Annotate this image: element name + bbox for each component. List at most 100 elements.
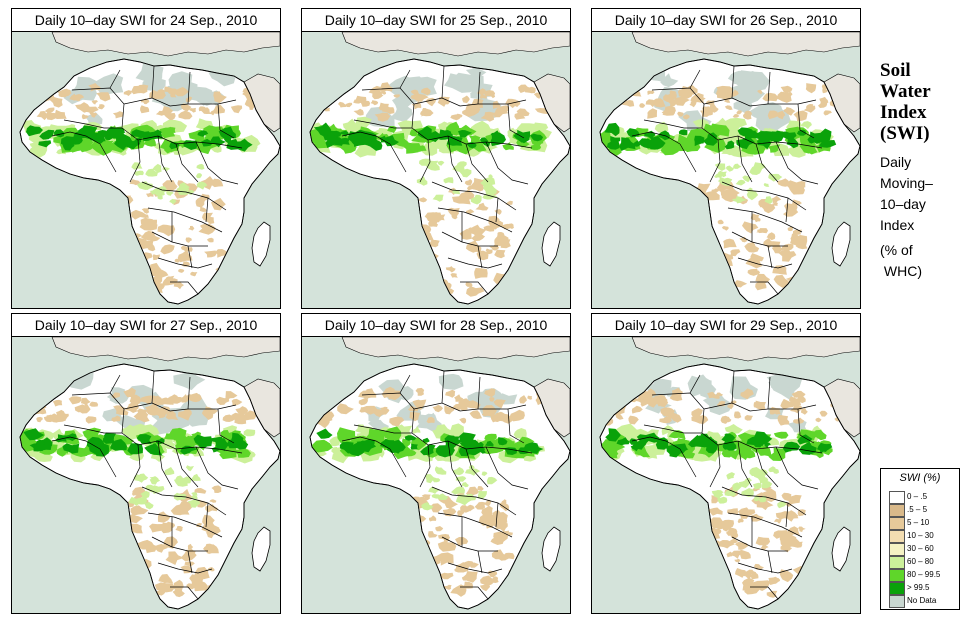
dry-patch — [146, 219, 153, 224]
moist-patch — [461, 482, 469, 488]
dry-patch — [199, 206, 207, 212]
dry-patch — [714, 528, 722, 535]
dry-patch — [358, 398, 369, 406]
saturated-patch — [104, 134, 114, 141]
dry-patch — [771, 245, 785, 254]
dry-patch — [466, 286, 485, 297]
saturated-patch — [703, 132, 718, 146]
dry-patch — [380, 90, 386, 95]
legend-item: 0 – .5 — [889, 491, 955, 504]
dry-patch — [163, 112, 176, 121]
swi-title-line: Index — [880, 102, 927, 123]
dry-patch — [724, 105, 733, 110]
saturated-patch — [38, 140, 52, 148]
dry-patch — [445, 389, 456, 398]
saturated-patch — [210, 436, 223, 445]
moist-patch — [713, 492, 724, 499]
dry-patch — [359, 407, 369, 413]
dry-patch — [742, 577, 755, 591]
swi-title-line: (SWI) — [880, 123, 930, 144]
dry-patch — [437, 541, 457, 552]
dry-patch — [674, 95, 690, 106]
dry-patch — [72, 94, 85, 102]
dry-patch — [215, 249, 228, 258]
dry-patch — [726, 527, 738, 536]
dry-patch — [472, 184, 484, 192]
wet-patch — [382, 426, 402, 444]
moist-patch — [481, 471, 488, 476]
country-border — [187, 71, 191, 105]
no-data-patch — [749, 106, 767, 119]
moist-patch — [354, 116, 372, 132]
moist-patch — [513, 428, 527, 439]
dry-patch — [195, 196, 207, 208]
dry-patch — [353, 108, 364, 116]
swi-unit: (% of WHC) — [880, 240, 922, 282]
country-border — [460, 586, 489, 600]
dry-patch — [466, 240, 482, 253]
dry-patch — [485, 248, 493, 255]
dry-patch — [187, 392, 202, 403]
dry-patch — [444, 499, 458, 509]
saturated-patch — [616, 437, 630, 446]
dry-patch — [430, 503, 443, 513]
country-border — [731, 65, 735, 99]
dry-patch — [459, 417, 467, 424]
dry-patch — [509, 409, 525, 422]
dry-patch — [213, 91, 227, 104]
dry-patch — [36, 111, 51, 121]
no-data-patch — [702, 392, 733, 416]
dry-patch — [756, 499, 774, 511]
dry-patch — [451, 212, 459, 220]
dry-patch — [415, 387, 425, 396]
legend-swatch — [889, 530, 905, 543]
dry-patch — [479, 584, 491, 592]
dry-patch — [640, 398, 652, 407]
dry-patch — [149, 523, 164, 533]
moist-patch — [149, 476, 159, 483]
dry-patch — [158, 574, 174, 584]
dry-patch — [534, 107, 549, 115]
dry-patch — [647, 90, 655, 95]
saturated-patch — [694, 135, 705, 147]
dry-patch — [141, 208, 150, 214]
dry-patch — [493, 399, 506, 409]
moist-patch — [480, 180, 493, 190]
dry-patch — [654, 394, 666, 402]
country-border — [195, 141, 239, 185]
dry-patch — [450, 114, 460, 121]
country-border — [187, 245, 193, 269]
legend-item: > 99.5 — [889, 582, 955, 595]
dry-patch — [643, 388, 657, 400]
country-border — [99, 448, 117, 478]
dry-patch — [489, 397, 495, 402]
saturated-patch — [136, 434, 152, 445]
saturated-patch — [227, 439, 240, 449]
dry-patch — [81, 397, 91, 406]
country-border — [737, 257, 793, 269]
legend-swatch — [889, 517, 905, 530]
dry-patch — [368, 85, 382, 95]
dry-patch — [123, 387, 136, 398]
wet-patch — [346, 431, 355, 439]
no-data-patch — [660, 73, 679, 88]
dry-patch — [652, 98, 666, 108]
country-border — [447, 562, 503, 574]
dry-patch — [498, 412, 505, 417]
country-border — [651, 87, 705, 129]
dry-patch — [483, 225, 495, 232]
dry-patch — [452, 404, 463, 411]
moist-patch — [431, 138, 450, 154]
dry-patch — [755, 536, 771, 546]
moist-patch — [477, 490, 487, 499]
saturated-patch — [498, 437, 508, 446]
country-border — [785, 197, 789, 223]
dry-patch — [708, 507, 723, 516]
country-border — [399, 69, 411, 89]
country-border — [109, 374, 121, 394]
moist-patch — [435, 424, 453, 437]
country-border — [71, 392, 125, 434]
saturated-patch — [313, 122, 332, 138]
moist-patch — [437, 160, 445, 166]
no-data-patch — [84, 112, 103, 126]
